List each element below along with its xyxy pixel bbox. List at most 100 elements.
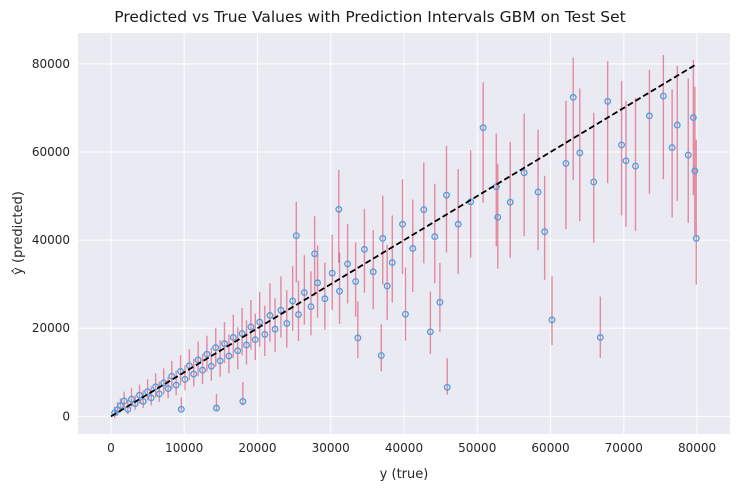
data-point	[420, 206, 428, 214]
y-tick-label: 40000	[32, 233, 70, 247]
data-point	[155, 390, 163, 398]
data-point	[590, 178, 598, 186]
data-point	[335, 205, 343, 213]
data-point	[360, 245, 368, 253]
data-point	[213, 404, 220, 412]
data-point	[120, 397, 128, 405]
data-point	[300, 289, 308, 296]
data-point	[199, 366, 206, 374]
data-point	[562, 159, 570, 167]
data-point	[596, 334, 604, 341]
data-point	[426, 328, 434, 336]
data-point	[321, 295, 329, 303]
chart-title: Predicted vs True Values with Prediction…	[114, 8, 626, 26]
data-point	[181, 375, 189, 383]
data-point	[247, 323, 255, 331]
data-point	[684, 151, 692, 159]
data-point	[239, 397, 247, 405]
data-point	[238, 330, 246, 337]
data-point	[177, 405, 185, 413]
data-point	[172, 381, 180, 389]
data-point	[377, 352, 385, 360]
data-point	[402, 310, 409, 318]
data-point	[409, 245, 417, 252]
data-point	[234, 347, 242, 355]
y-axis-label: ŷ (predicted)	[11, 191, 26, 275]
data-point	[673, 121, 681, 129]
data-point	[292, 232, 300, 240]
data-point	[479, 124, 487, 132]
data-point	[336, 287, 343, 295]
data-point	[147, 394, 155, 402]
data-point	[534, 188, 542, 196]
data-point	[454, 220, 462, 228]
data-point	[541, 228, 549, 236]
data-point	[632, 162, 639, 170]
data-point	[328, 269, 336, 277]
data-point	[283, 319, 291, 327]
x-tick-label: 70000	[605, 441, 643, 455]
data-point	[692, 234, 700, 242]
data-point	[691, 167, 699, 175]
data-point	[311, 250, 319, 258]
x-tick-label: 80000	[678, 441, 716, 455]
data-point	[520, 169, 528, 177]
data-point	[295, 311, 302, 319]
reference-line	[110, 63, 698, 418]
data-point	[352, 278, 360, 285]
data-point	[314, 279, 322, 287]
data-point	[207, 362, 215, 370]
x-tick-label: 30000	[312, 441, 350, 455]
x-tick-label: 50000	[458, 441, 496, 455]
data-point	[443, 191, 450, 199]
data-point	[388, 259, 396, 267]
x-axis-label: y (true)	[380, 467, 429, 482]
data-point	[494, 213, 502, 221]
x-tick-label: 40000	[385, 441, 423, 455]
data-point	[128, 395, 135, 403]
data-point	[436, 298, 444, 306]
data-point	[383, 282, 391, 290]
data-point	[307, 303, 315, 311]
data-point	[431, 233, 439, 241]
data-point	[443, 383, 451, 391]
data-point	[668, 144, 676, 152]
data-point	[251, 336, 259, 344]
y-tick-label: 80000	[32, 57, 70, 71]
data-point	[289, 297, 297, 305]
data-point	[216, 357, 224, 365]
data-point	[689, 114, 697, 122]
data-point	[194, 356, 202, 364]
data-point	[266, 312, 274, 319]
data-point	[618, 141, 626, 149]
data-point	[256, 318, 264, 326]
data-point	[645, 112, 653, 120]
data-point	[225, 352, 233, 360]
data-point	[271, 325, 279, 333]
y-tick-labels: 0 20000 40000 60000 80000	[32, 57, 70, 424]
data-point	[243, 341, 250, 349]
data-point	[136, 391, 143, 399]
data-point	[506, 198, 514, 206]
data-point	[277, 306, 285, 314]
data-point	[622, 157, 630, 165]
data-point	[229, 334, 237, 341]
y-tick-label: 60000	[32, 145, 70, 159]
data-point	[212, 344, 220, 352]
data-point	[604, 97, 612, 105]
data-point	[369, 268, 377, 276]
data-point	[344, 260, 352, 268]
data-point	[203, 350, 211, 358]
gridlines	[78, 33, 730, 434]
data-point	[659, 92, 667, 100]
x-tick-label: 60000	[531, 441, 569, 455]
y-tick-label: 0	[62, 409, 70, 423]
data-points	[111, 92, 700, 417]
x-tick-label: 0	[107, 441, 115, 455]
data-point	[576, 149, 584, 157]
data-point	[261, 330, 269, 338]
data-point	[221, 340, 228, 348]
data-point	[548, 316, 556, 324]
x-tick-labels: 0 10000 20000 30000 40000 50000 60000 70000 8000…	[107, 441, 716, 455]
